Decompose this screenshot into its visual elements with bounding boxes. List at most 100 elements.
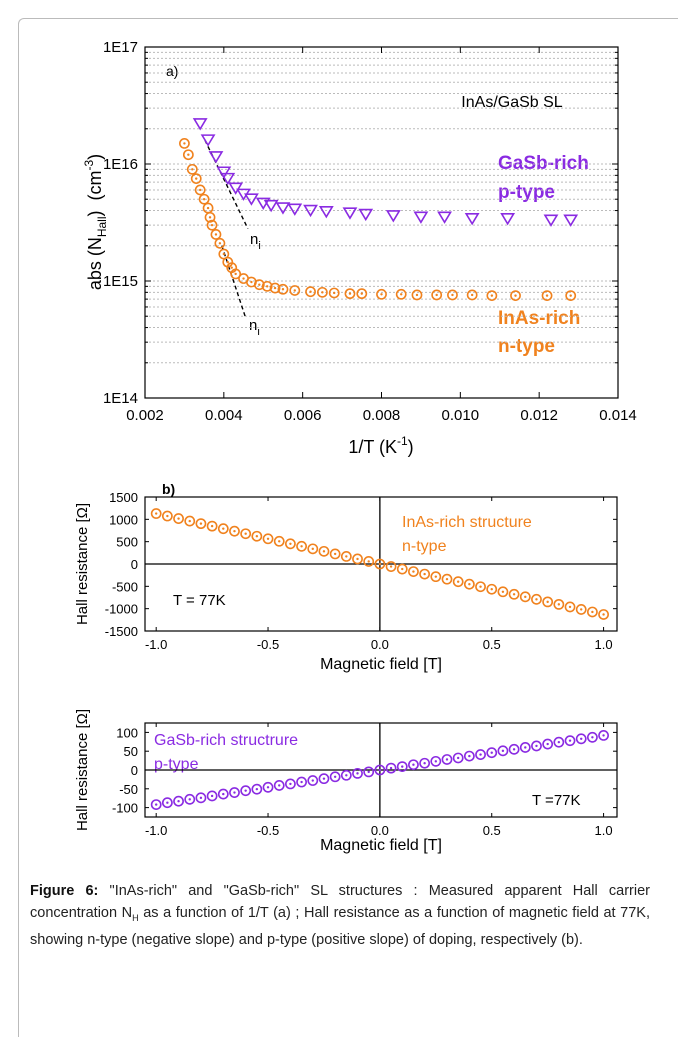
data-point (464, 213, 480, 226)
fit-label-part: n (249, 317, 257, 334)
y-label-sub: Hall (95, 216, 109, 237)
data-point (287, 203, 303, 216)
figure: abs (NHall) (cm-3) 1/T (K-1) a) InAs/GaS… (74, 39, 637, 854)
data-point (217, 788, 229, 800)
fit-label-sub: i (258, 240, 260, 252)
data-point-center (154, 512, 158, 515)
data-point-center (378, 562, 382, 566)
data-point (150, 508, 162, 519)
data-point (437, 211, 452, 224)
data-point-center (468, 582, 471, 586)
data-point (195, 518, 207, 530)
data-point-center (177, 517, 180, 520)
data-point-center (278, 540, 281, 543)
data-point (374, 558, 386, 570)
data-point (289, 285, 301, 296)
data-point-center (451, 293, 454, 297)
y-label-part: abs (N (85, 237, 105, 290)
data-point (186, 163, 198, 175)
data-point-center (322, 777, 326, 780)
data-point (486, 290, 498, 302)
data-point (195, 792, 207, 804)
data-point (285, 778, 296, 790)
data-point-center (250, 280, 253, 284)
data-point-center (569, 294, 572, 297)
data-point (508, 743, 520, 755)
data-point (466, 289, 478, 301)
plot: -100 -50 0 50 100 -1.0 -0.5 0.0 0.5 1.0 (112, 722, 618, 838)
fit-label-sub: i (257, 326, 259, 338)
data-point (486, 747, 498, 759)
data-point-center (187, 153, 190, 156)
data-point (182, 149, 194, 161)
data-point (318, 545, 330, 557)
data-point-center (333, 291, 336, 295)
annotation: InAs/GaSb SL (461, 94, 562, 111)
data-point-center (445, 577, 449, 581)
data-point (598, 609, 609, 620)
data-point (173, 513, 184, 524)
data-point (253, 279, 265, 291)
data-point-center (293, 289, 296, 292)
annotation: p-type (154, 756, 199, 773)
y-tick-label: 100 (116, 725, 138, 740)
data-point-center (580, 608, 583, 611)
data-point (356, 288, 368, 300)
data-point (396, 563, 408, 575)
data-point (553, 736, 565, 748)
data-point-center (199, 796, 203, 800)
annotation: GaSb-rich structrure (154, 732, 298, 749)
data-point-center (234, 272, 237, 276)
data-point-center (524, 746, 527, 749)
data-point (565, 290, 577, 302)
data-point-center (311, 779, 314, 782)
y-tick-label: -1000 (105, 602, 138, 617)
data-point-center (412, 763, 415, 766)
data-point-center (265, 285, 269, 288)
data-point-center (434, 760, 438, 763)
data-point (395, 288, 407, 300)
data-point (408, 759, 419, 771)
data-point-center (401, 765, 404, 768)
data-point-center (445, 758, 449, 761)
data-point-center (356, 557, 359, 561)
data-point (285, 538, 296, 550)
y-tick-label: 0 (131, 557, 138, 572)
data-point (208, 151, 224, 164)
data-point-center (546, 742, 549, 746)
plot-frame (144, 46, 619, 399)
x-tick-label: 1.0 (595, 637, 613, 652)
data-point (318, 206, 334, 219)
data-point (340, 551, 352, 562)
x-tick-label: 0.012 (520, 407, 558, 424)
data-point (352, 553, 363, 565)
data-point (413, 211, 429, 224)
data-point (161, 797, 173, 809)
data-point (251, 530, 263, 542)
data-point-center (199, 522, 203, 525)
data-point (206, 219, 218, 231)
data-point-center (333, 775, 337, 778)
data-point (340, 769, 352, 781)
data-point-center (434, 575, 438, 578)
data-point (510, 290, 521, 302)
y-tick-label: 1000 (109, 512, 138, 527)
data-point (303, 204, 318, 218)
data-point (531, 740, 542, 752)
data-point-center (321, 291, 324, 294)
data-point (261, 280, 273, 292)
data-point-center (568, 605, 572, 609)
annotation: T =77K (532, 792, 581, 809)
data-point (542, 738, 554, 750)
data-point (251, 783, 263, 795)
caption-label: Figure 6: (30, 883, 99, 899)
data-point-center (401, 567, 404, 571)
data-point-center (154, 803, 158, 806)
y-tick-label: 0 (131, 763, 138, 778)
caption-text: "InAs-rich" and "GaSb-rich" SL structure… (30, 883, 650, 921)
data-point (586, 606, 598, 618)
data-point (419, 568, 431, 580)
data-point (192, 118, 208, 131)
y-label-part: ) (85, 154, 105, 160)
data-point-center (188, 519, 191, 523)
